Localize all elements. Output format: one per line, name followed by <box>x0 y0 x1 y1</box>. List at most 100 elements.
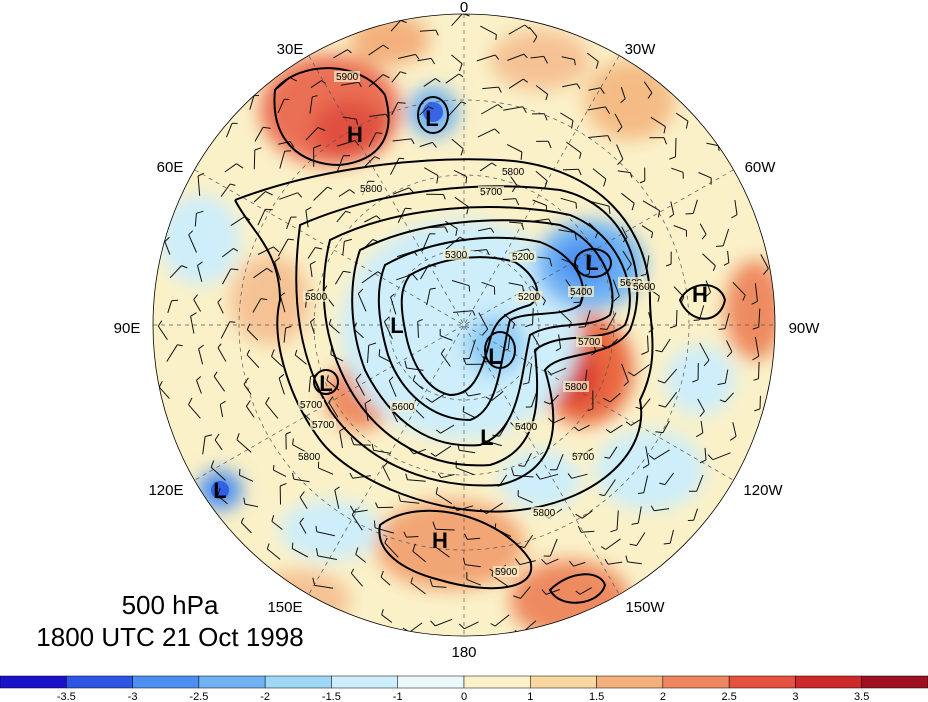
wind-barb <box>305 206 312 228</box>
wind-barb <box>730 422 737 441</box>
wind-barb <box>642 446 650 469</box>
contour-label: 5700 <box>312 420 335 431</box>
wind-barb <box>621 363 629 387</box>
wind-barb <box>313 144 322 167</box>
wind-barb <box>196 376 202 394</box>
wind-barb <box>220 321 236 339</box>
contour-label: 5400 <box>570 287 593 298</box>
wind-barb <box>453 310 476 316</box>
wind-barb <box>257 246 280 255</box>
wind-barb <box>220 183 236 197</box>
wind-barb <box>502 198 520 206</box>
wind-barb <box>451 14 470 27</box>
wind-barb <box>558 229 577 241</box>
wind-barb <box>194 210 204 227</box>
longitude-label: 90W <box>789 320 821 337</box>
wind-barb <box>531 113 548 121</box>
wind-barb <box>562 83 581 89</box>
wind-barb <box>669 137 677 160</box>
longitude-label: 60W <box>745 159 777 176</box>
wind-barb <box>226 122 238 138</box>
pressure-center-label: H <box>347 122 363 147</box>
wind-barb <box>419 141 437 148</box>
wind-barb <box>213 371 226 392</box>
wind-barb <box>453 169 468 184</box>
colorbar-box <box>463 675 531 689</box>
wind-barb <box>655 420 670 434</box>
wind-barb <box>349 472 371 479</box>
wind-barb <box>342 116 359 125</box>
wind-barb <box>253 191 273 203</box>
wind-barb <box>279 482 287 505</box>
wind-barb <box>243 377 252 395</box>
contour-label-bg <box>531 507 557 518</box>
wind-barb <box>367 342 377 363</box>
colorbar-box <box>198 675 266 689</box>
wind-barb <box>310 80 326 89</box>
colorbar-box <box>132 675 200 689</box>
wind-barb <box>419 106 434 116</box>
wind-barb <box>631 506 642 525</box>
colorbar-tick-label: -1 <box>393 691 403 702</box>
wind-barb <box>390 19 407 32</box>
colorbar-tick-label: -2 <box>260 691 270 702</box>
wind-barb <box>528 26 538 43</box>
wind-barb <box>599 312 617 330</box>
contour-label: 5200 <box>512 252 535 263</box>
wind-barb <box>673 225 687 237</box>
wind-barb <box>286 216 297 230</box>
wind-barb <box>277 98 290 114</box>
wind-barb <box>219 400 226 418</box>
colorbar-tick-label: 1.5 <box>589 691 604 702</box>
wind-barb <box>692 362 699 383</box>
hemisphere-map: 5900 5800 5800 5700 5800 5700 5300 5200 5400 5600… <box>152 13 776 637</box>
wind-barb <box>752 308 761 330</box>
contour-label-bg <box>358 183 384 194</box>
wind-barb <box>292 472 310 483</box>
wind-barb <box>573 424 590 432</box>
wind-barb <box>197 261 203 282</box>
colorbar-box <box>331 675 398 689</box>
wind-barb <box>202 434 213 455</box>
contour-label: 5800 <box>360 184 383 195</box>
contour-label: 5700 <box>578 337 601 348</box>
wind-barb <box>340 81 362 88</box>
wind-barb <box>462 357 483 365</box>
wind-barb <box>525 308 534 328</box>
colorbar: -3.5 -3 -2.5 -2 -1.5 -1 0 1 1.5 2 2.5 3 3.5 <box>0 675 928 702</box>
wind-barb <box>614 113 623 133</box>
wind-barb <box>698 172 712 185</box>
wind-barb <box>462 406 476 418</box>
colorbar-tick-label: -3 <box>128 691 138 702</box>
contour-label-bg <box>390 401 416 412</box>
wind-barb <box>417 318 423 338</box>
wind-barb <box>392 138 415 145</box>
colorbar-box <box>795 675 862 689</box>
wind-barb <box>702 253 716 271</box>
colorbar-box <box>264 675 332 689</box>
wind-barb <box>732 282 746 301</box>
wind-barb <box>253 267 273 279</box>
wind-barb <box>530 55 548 64</box>
wind-barb <box>410 577 426 595</box>
wind-barb <box>310 318 315 335</box>
contour-label: 5300 <box>445 250 468 261</box>
wind-barb <box>753 361 760 381</box>
wind-barb <box>476 54 500 62</box>
wind-barb <box>188 397 201 419</box>
pressure-centers: H L L L L L L H H L <box>213 106 708 553</box>
colorbar-tick-label: 2.5 <box>721 691 736 702</box>
wind-barb <box>383 316 393 340</box>
colorbar-tick-label: 0 <box>461 691 467 702</box>
colorbar-box <box>728 675 796 689</box>
wind-barb <box>491 570 508 587</box>
wind-barb <box>466 572 482 586</box>
wind-barb <box>726 340 733 358</box>
wind-barb <box>481 104 503 115</box>
wind-barb <box>445 73 464 84</box>
wind-barb <box>566 141 582 159</box>
wind-barb <box>658 391 678 408</box>
wind-barb <box>333 49 352 59</box>
wind-barb <box>426 193 446 200</box>
wind-barb <box>448 101 467 117</box>
